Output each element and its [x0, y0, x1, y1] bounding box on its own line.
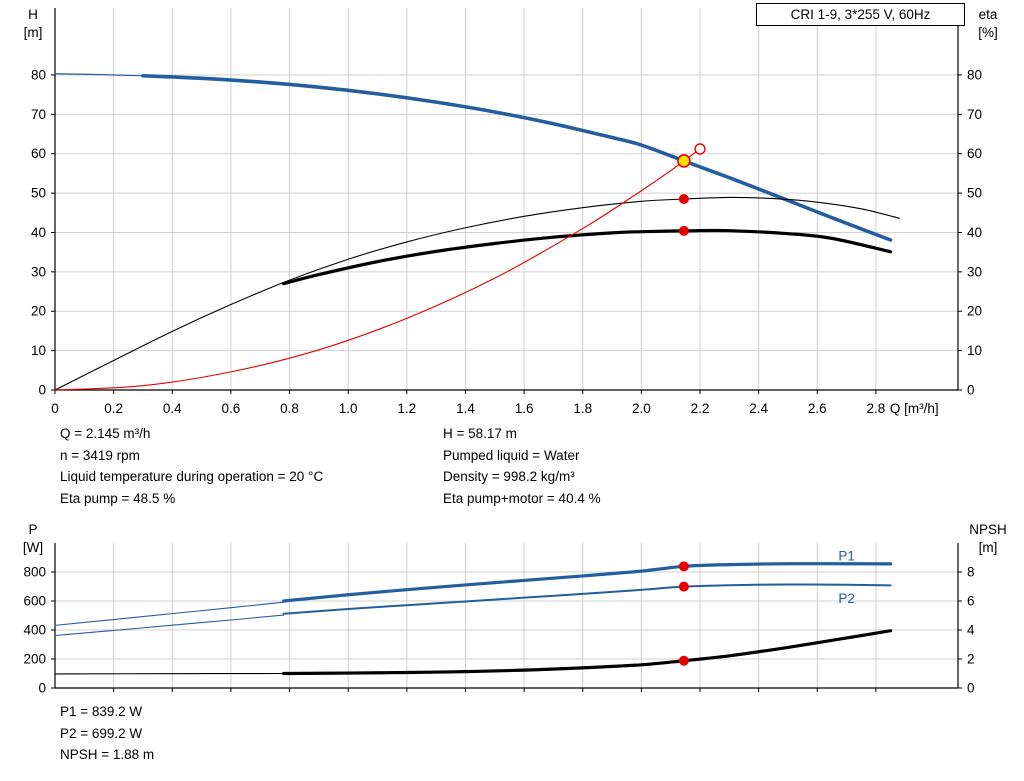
npsh-point [678, 655, 689, 666]
y-tick-label-left: 30 [31, 264, 46, 279]
x-tick-label: 2.6 [808, 401, 827, 416]
y-tick-label-left: 600 [23, 594, 46, 609]
y-tick-label-right: 50 [967, 186, 982, 201]
x-tick-label: 2.4 [749, 401, 768, 416]
eta-pump-line: Eta pump = 48.5 % [60, 490, 176, 506]
qh-eta-chart: 0 0.2 0.4 0.6 0.8 1.0 1.2 1.4 1.6 1.8 2.0 2.2 2.4 2.6… [24, 7, 998, 416]
x-tick-label: 0.4 [163, 401, 182, 416]
y-tick-label-right: 0 [967, 681, 975, 694]
p1-line: P1 = 839.2 W [60, 704, 143, 719]
y-tick-label-right: 6 [967, 594, 975, 609]
y-tick-label-right: 8 [967, 565, 975, 580]
y-tick-label-right: 0 [967, 383, 975, 398]
system-curve [54, 148, 701, 391]
y-tick-label-left: 70 [31, 107, 46, 122]
x-tick-label: 2.2 [691, 401, 710, 416]
x-tick-label: 1.8 [573, 401, 592, 416]
eta-pump-point [678, 194, 689, 204]
p1-point [678, 561, 689, 572]
x-tick-label: 2.8 [867, 401, 886, 416]
pump-title: CRI 1-9, 3*255 V, 60Hz [790, 7, 931, 22]
x-tick-label: 0 [51, 401, 59, 416]
y-tick-label-right: 10 [967, 343, 982, 358]
y-axis-left-title: H [28, 7, 38, 22]
npsh-curve [282, 629, 893, 676]
y-tick-label-right: 40 [967, 225, 982, 240]
liquid-temp-line: Liquid temperature during operation = 20… [60, 469, 324, 484]
p2-curve-thin [54, 614, 285, 637]
y-tick-label-left: 50 [31, 186, 46, 201]
y-tick-label-left: 0 [38, 681, 46, 694]
y-axis-left-title: [W] [23, 540, 43, 555]
speed-line: n = 3419 rpm [60, 447, 140, 463]
x-tick-label: 1.4 [456, 401, 475, 416]
p2-point [678, 581, 689, 592]
y-tick-label-left: 200 [23, 652, 46, 667]
y-tick-label-right: 30 [967, 264, 982, 279]
pumped-liquid-line: Pumped liquid = Water [443, 447, 580, 463]
duty-point-info: Q = 2.145 m³/h n = 3419 rpm Liquid tempe… [60, 423, 601, 509]
y-tick-label-left: 10 [31, 343, 46, 358]
p1-label: P1 [838, 548, 855, 563]
x-tick-label: 0.2 [104, 401, 123, 416]
y-tick-label-left: 800 [23, 565, 46, 580]
p1-curve-thin [54, 601, 285, 626]
y-tick-label-left: 20 [31, 304, 46, 319]
y-tick-label-right: 80 [967, 67, 982, 82]
h-value-line: H = 58.17 m [443, 426, 517, 441]
p2-label: P2 [838, 591, 855, 606]
system-curve-end-point [694, 143, 706, 155]
y-tick-label-left: 80 [31, 67, 46, 82]
npsh-line: NPSH = 1.88 m [60, 747, 155, 762]
y-axis-right-title: eta [979, 7, 998, 22]
y-tick-label-right: 4 [967, 623, 975, 638]
y-axis-right-title: [%] [978, 25, 998, 40]
y-axis-right-title: [m] [979, 540, 998, 555]
p1-curve [282, 562, 893, 603]
duty-point [677, 154, 691, 168]
density-line: Density = 998.2 kg/m³ [443, 469, 575, 484]
y-tick-label-left: 400 [23, 623, 46, 638]
eta-pump-curve [54, 196, 900, 391]
y-tick-label-left: 60 [31, 146, 46, 161]
y-tick-label-right: 70 [967, 107, 982, 122]
x-tick-label: 1.0 [339, 401, 358, 416]
y-axis-left-title: P [28, 522, 37, 537]
p2-line: P2 = 699.2 W [60, 725, 143, 741]
y-tick-label-left: 40 [31, 225, 46, 240]
y-axis-left-title: [m] [24, 25, 43, 40]
duty-info-right-column: H = 58.17 m Pumped liquid = Water Densit… [443, 423, 601, 509]
x-axis-title: Q [m³/h] [890, 401, 939, 416]
duty-info-left-column: Q = 2.145 m³/h n = 3419 rpm Liquid tempe… [60, 423, 443, 509]
pump-curve-thin [54, 73, 150, 77]
eta-pump-motor-point [678, 225, 689, 236]
x-tick-label: 0.8 [280, 401, 299, 416]
y-tick-label-right: 60 [967, 146, 982, 161]
pump-title-box: CRI 1-9, 3*255 V, 60Hz [756, 3, 965, 26]
pump-curve [141, 73, 893, 242]
eta-pump-motor-curve [282, 228, 893, 286]
power-npsh-chart: 0 200 400 600 800 0 2 4 6 8 P [W] NPSH [m] P1 P2 [23, 522, 1007, 694]
x-tick-label: 1.2 [397, 401, 416, 416]
eta-pump-motor-line: Eta pump+motor = 40.4 % [443, 490, 601, 506]
y-tick-label-left: 0 [38, 383, 46, 398]
p2-curve [282, 583, 892, 615]
y-axis-right-title: NPSH [969, 522, 1007, 537]
x-tick-label: 2.0 [632, 401, 651, 416]
x-tick-label: 1.6 [515, 401, 534, 416]
power-npsh-info: P1 = 839.2 W P2 = 699.2 W NPSH = 1.88 m [60, 701, 154, 766]
y-tick-label-right: 20 [967, 304, 982, 319]
y-tick-label-right: 2 [967, 652, 975, 667]
x-tick-label: 0.6 [222, 401, 241, 416]
q-value-line: Q = 2.145 m³/h [60, 426, 151, 441]
